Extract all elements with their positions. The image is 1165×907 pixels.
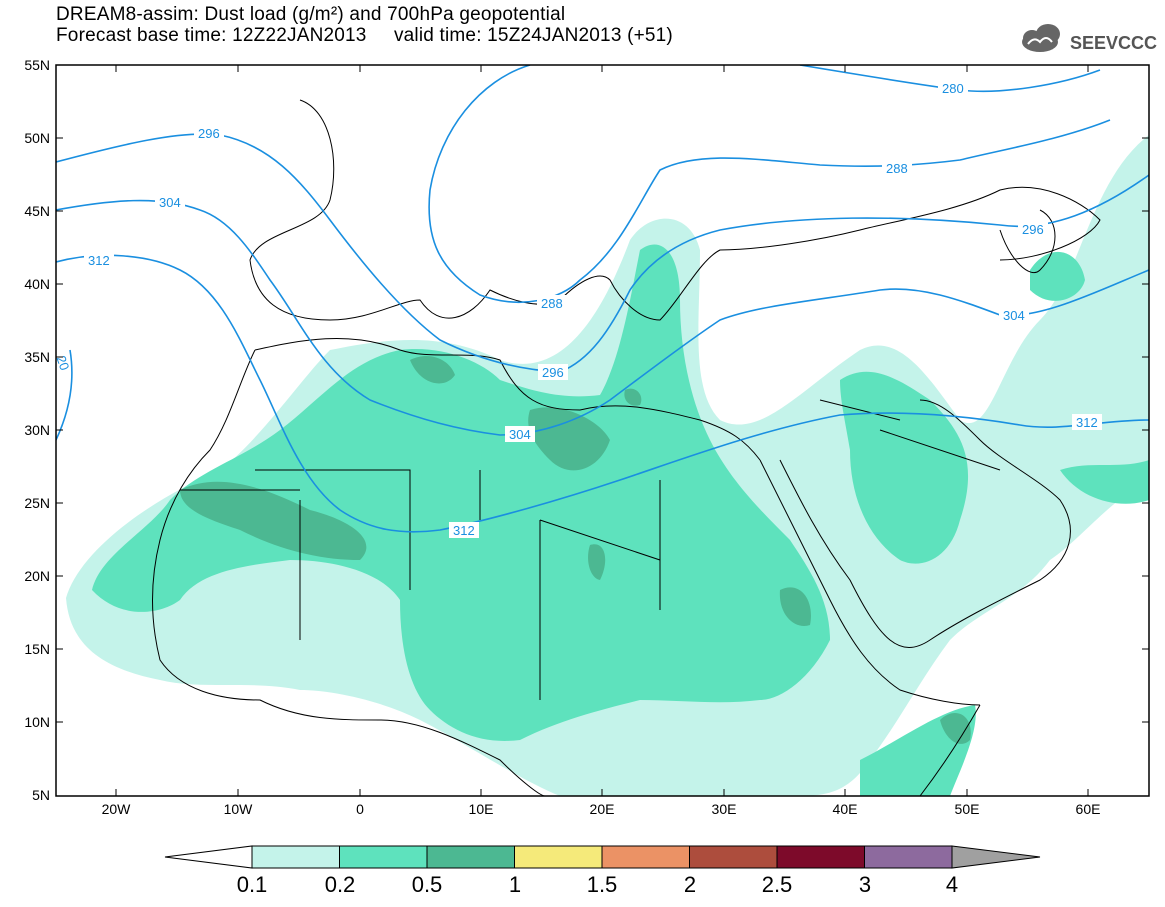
colorbar-low-arrow xyxy=(164,845,253,869)
contour-label: 312 xyxy=(1076,415,1098,430)
coast-red-sea xyxy=(759,459,981,706)
contour-labels: 280 288 296 304 312 296 304 312 288 296 … xyxy=(53,80,1102,538)
colorbar-box xyxy=(514,845,603,869)
contour-288 xyxy=(428,65,1111,303)
colorbar-label: 0.5 xyxy=(412,872,443,897)
contour-296-west xyxy=(56,133,1149,373)
contour-label: 296 xyxy=(542,365,564,380)
colorbar-box xyxy=(251,845,340,869)
lat-label: 25N xyxy=(24,495,50,511)
latitude-axis: 55N 50N 45N 40N 35N 30N 25N 20N 15N 10N … xyxy=(24,57,1149,803)
dust-shading xyxy=(66,135,1149,796)
colorbar-box xyxy=(689,845,778,869)
contour-label: 312 xyxy=(453,523,475,538)
contour-label: 304 xyxy=(159,195,181,210)
coast-africa-north xyxy=(254,338,761,461)
lat-label: 50N xyxy=(24,130,50,146)
lon-label: 20E xyxy=(590,801,615,817)
coastlines xyxy=(152,99,1101,796)
lat-label: 35N xyxy=(24,349,50,365)
colorbar: 0.1 0.2 0.5 1 1.5 2 2.5 3 4 xyxy=(164,845,1041,897)
coast-caspian xyxy=(999,209,1056,273)
colorbar-box xyxy=(776,845,865,869)
contour-20 xyxy=(56,349,73,441)
coast-europe xyxy=(249,99,1101,321)
colorbar-box xyxy=(426,845,515,869)
lat-label: 30N xyxy=(24,422,50,438)
lon-label: 40E xyxy=(833,801,858,817)
colorbar-label: 3 xyxy=(859,872,871,897)
colorbar-box xyxy=(864,845,953,869)
lat-label: 5N xyxy=(32,787,50,803)
lat-label: 10N xyxy=(24,714,50,730)
contour-label: 280 xyxy=(942,81,964,96)
colorbar-label: 1.5 xyxy=(587,872,618,897)
lon-label: 50E xyxy=(955,801,980,817)
colorbar-label: 2.5 xyxy=(762,872,793,897)
contour-label: 312 xyxy=(88,253,110,268)
lon-label: 60E xyxy=(1076,801,1101,817)
contour-label: 304 xyxy=(1003,308,1025,323)
colorbar-label: 0.2 xyxy=(325,872,356,897)
logo: SEEVCCC xyxy=(1022,24,1157,53)
lat-label: 15N xyxy=(24,641,50,657)
colorbar-label: 1 xyxy=(509,872,521,897)
colorbar-box xyxy=(601,845,690,869)
logo-text: SEEVCCC xyxy=(1070,33,1157,53)
contour-label: 288 xyxy=(886,161,908,176)
contour-304 xyxy=(56,199,1149,436)
lat-label: 20N xyxy=(24,568,50,584)
contour-label: 20 xyxy=(53,354,72,373)
lat-label: 55N xyxy=(24,57,50,73)
lon-label: 0 xyxy=(356,801,364,817)
lon-label: 20W xyxy=(102,801,132,817)
contour-label: 296 xyxy=(198,126,220,141)
border-1 xyxy=(180,399,1001,700)
longitude-axis: 20W 10W 0 10E 20E 30E 40E 50E 60E xyxy=(102,65,1101,817)
colorbar-label: 2 xyxy=(684,872,696,897)
colorbar-high-arrow xyxy=(951,845,1041,869)
coast-somalia xyxy=(919,704,981,796)
colorbar-label: 0.1 xyxy=(237,872,268,897)
lon-label: 30E xyxy=(712,801,737,817)
coast-arabia xyxy=(779,399,1071,648)
colorbar-label: 4 xyxy=(946,872,958,897)
map-subtitle: Forecast base time: 12Z22JAN2013 valid t… xyxy=(56,25,673,46)
lon-label: 10W xyxy=(224,801,254,817)
colorbar-box xyxy=(339,845,428,869)
coast-africa-west xyxy=(152,349,546,796)
contour-label: 296 xyxy=(1022,222,1044,237)
contour-label: 288 xyxy=(541,296,563,311)
lat-label: 45N xyxy=(24,203,50,219)
contour-label: 304 xyxy=(509,427,531,442)
dust-region-dark xyxy=(180,355,971,744)
cloud-icon xyxy=(1022,24,1060,52)
dust-region-medium xyxy=(92,244,1149,796)
lat-label: 40N xyxy=(24,276,50,292)
map-title: DREAM8-assim: Dust load (g/m²) and 700hP… xyxy=(56,4,566,25)
lon-label: 10E xyxy=(469,801,494,817)
